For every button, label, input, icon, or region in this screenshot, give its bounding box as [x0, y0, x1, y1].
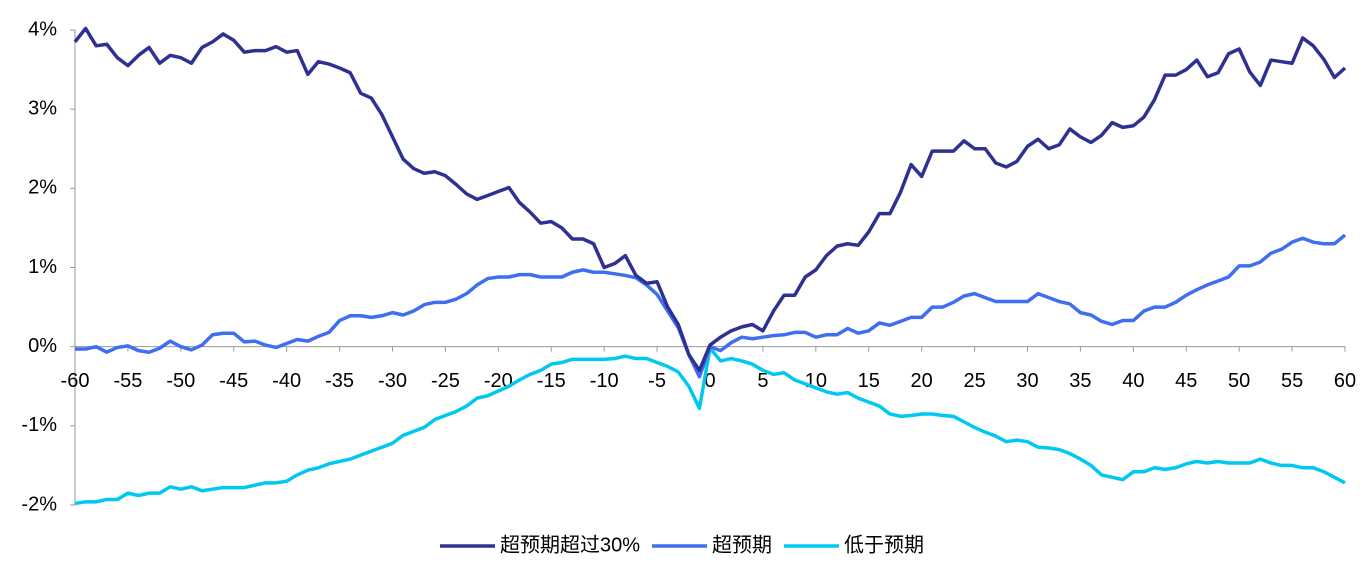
x-tick-label: -60 — [61, 370, 90, 392]
x-tick-label: -15 — [537, 370, 566, 392]
x-tick-label: 55 — [1281, 370, 1303, 392]
y-tick-label: 0% — [28, 335, 57, 357]
legend-label: 超预期超过30% — [500, 533, 640, 556]
x-tick-label: 45 — [1175, 370, 1197, 392]
x-tick-label: -5 — [648, 370, 666, 392]
x-tick-label: 50 — [1228, 370, 1250, 392]
x-tick-label: 40 — [1122, 370, 1144, 392]
x-tick-label: -50 — [166, 370, 195, 392]
x-tick-label: 0 — [704, 370, 715, 392]
legend-label: 超预期 — [712, 533, 772, 556]
x-tick-label: 5 — [757, 370, 768, 392]
x-tick-label: -40 — [272, 370, 301, 392]
y-tick-label: 1% — [28, 256, 57, 278]
x-tick-label: 15 — [858, 370, 880, 392]
x-tick-label: -55 — [113, 370, 142, 392]
y-tick-label: 2% — [28, 177, 57, 199]
x-tick-label: -10 — [590, 370, 619, 392]
y-tick-label: 4% — [28, 18, 57, 40]
x-tick-label: -25 — [431, 370, 460, 392]
x-tick-label: 30 — [1016, 370, 1038, 392]
x-tick-label: -30 — [378, 370, 407, 392]
x-tick-label: -20 — [484, 370, 513, 392]
x-tick-label: -35 — [325, 370, 354, 392]
x-tick-label: 25 — [963, 370, 985, 392]
y-tick-label: -2% — [21, 493, 57, 515]
y-tick-label: -1% — [21, 414, 57, 436]
x-tick-label: 60 — [1334, 370, 1356, 392]
x-tick-label: 20 — [911, 370, 933, 392]
x-tick-label: 35 — [1069, 370, 1091, 392]
x-tick-label: -45 — [219, 370, 248, 392]
y-tick-label: 3% — [28, 97, 57, 119]
series-line — [73, 26, 1347, 373]
legend-label: 低于预期 — [844, 533, 924, 556]
